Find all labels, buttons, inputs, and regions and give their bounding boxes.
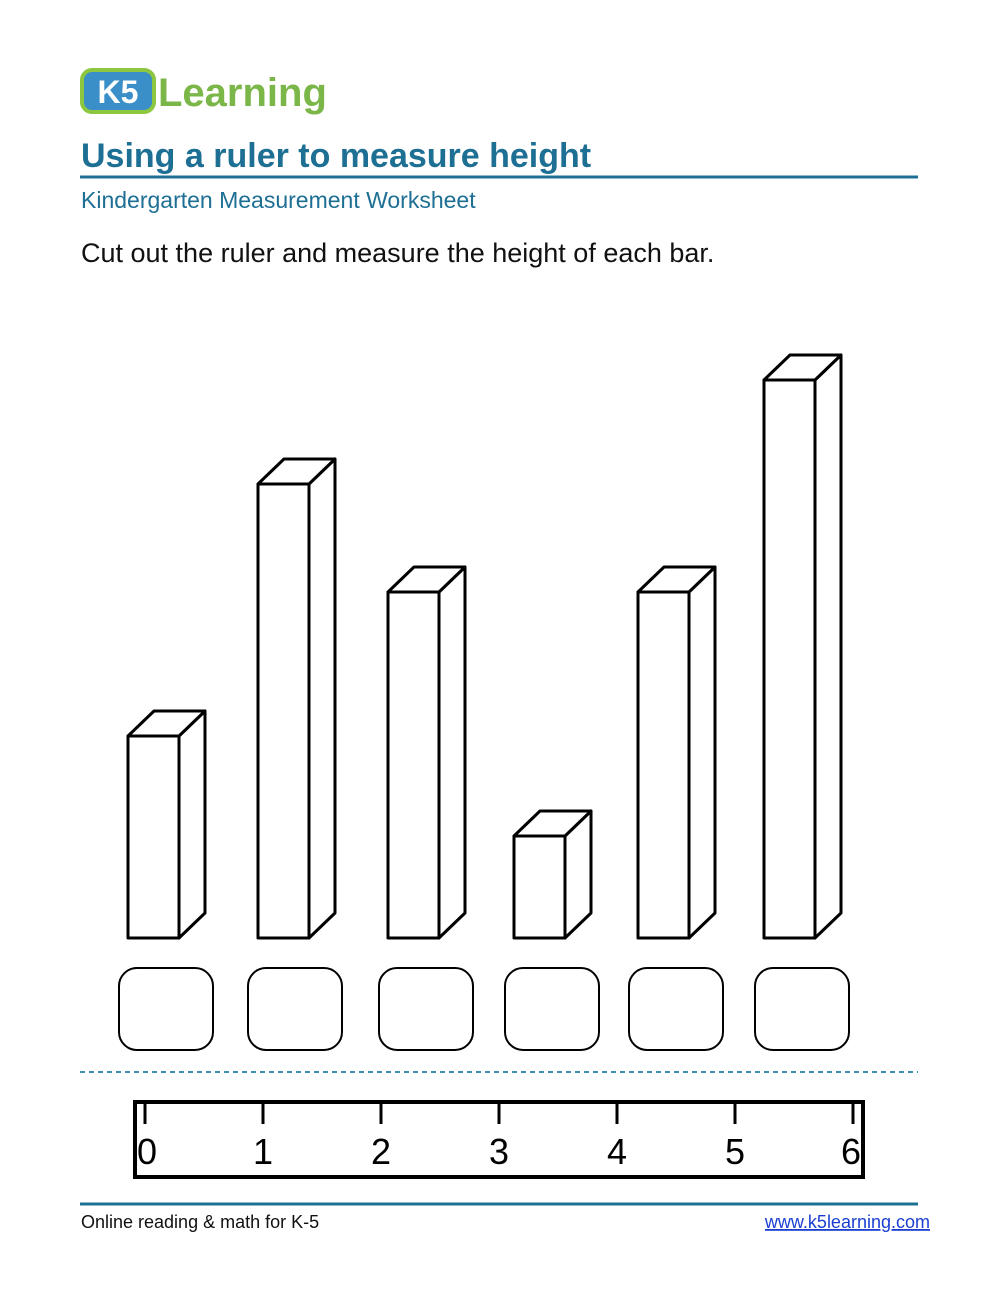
footer-link[interactable]: www.k5learning.com [764, 1212, 930, 1232]
bar-side [307, 457, 337, 940]
ruler-label: 5 [725, 1131, 745, 1172]
bars [118, 353, 850, 1051]
ruler-label: 6 [841, 1131, 861, 1172]
bar-front [126, 734, 181, 940]
subtitle: Kindergarten Measurement Worksheet [81, 187, 476, 213]
instruction: Cut out the ruler and measure the height… [81, 238, 714, 268]
footer-text: Online reading & math for K-5 [81, 1212, 319, 1232]
ruler-label: 4 [607, 1131, 627, 1172]
bar-side [177, 709, 207, 940]
bar-front [512, 834, 567, 940]
bar-side [813, 353, 843, 940]
answer-box [628, 967, 724, 1051]
answer-box [754, 967, 850, 1051]
bar-side [687, 565, 717, 940]
answer-box [247, 967, 343, 1051]
ruler-label: 2 [371, 1131, 391, 1172]
answer-box [118, 967, 214, 1051]
logo-word: Learning [158, 71, 327, 115]
bar-front [636, 590, 691, 940]
logo-badge-bg [80, 68, 156, 114]
ruler-label: 3 [489, 1131, 509, 1172]
ruler-label: 0 [137, 1131, 157, 1172]
answer-box [378, 967, 474, 1051]
bar-front [762, 378, 817, 940]
bar-front [386, 590, 441, 940]
title: Using a ruler to measure height [81, 137, 591, 175]
bar-front [256, 482, 311, 940]
logo-badge: K5 [98, 74, 139, 110]
ruler-ticks: 0 1 2 3 4 5 6 [137, 1104, 861, 1172]
bar-side [437, 565, 467, 940]
ruler-label: 1 [253, 1131, 273, 1172]
answer-box [504, 967, 600, 1051]
